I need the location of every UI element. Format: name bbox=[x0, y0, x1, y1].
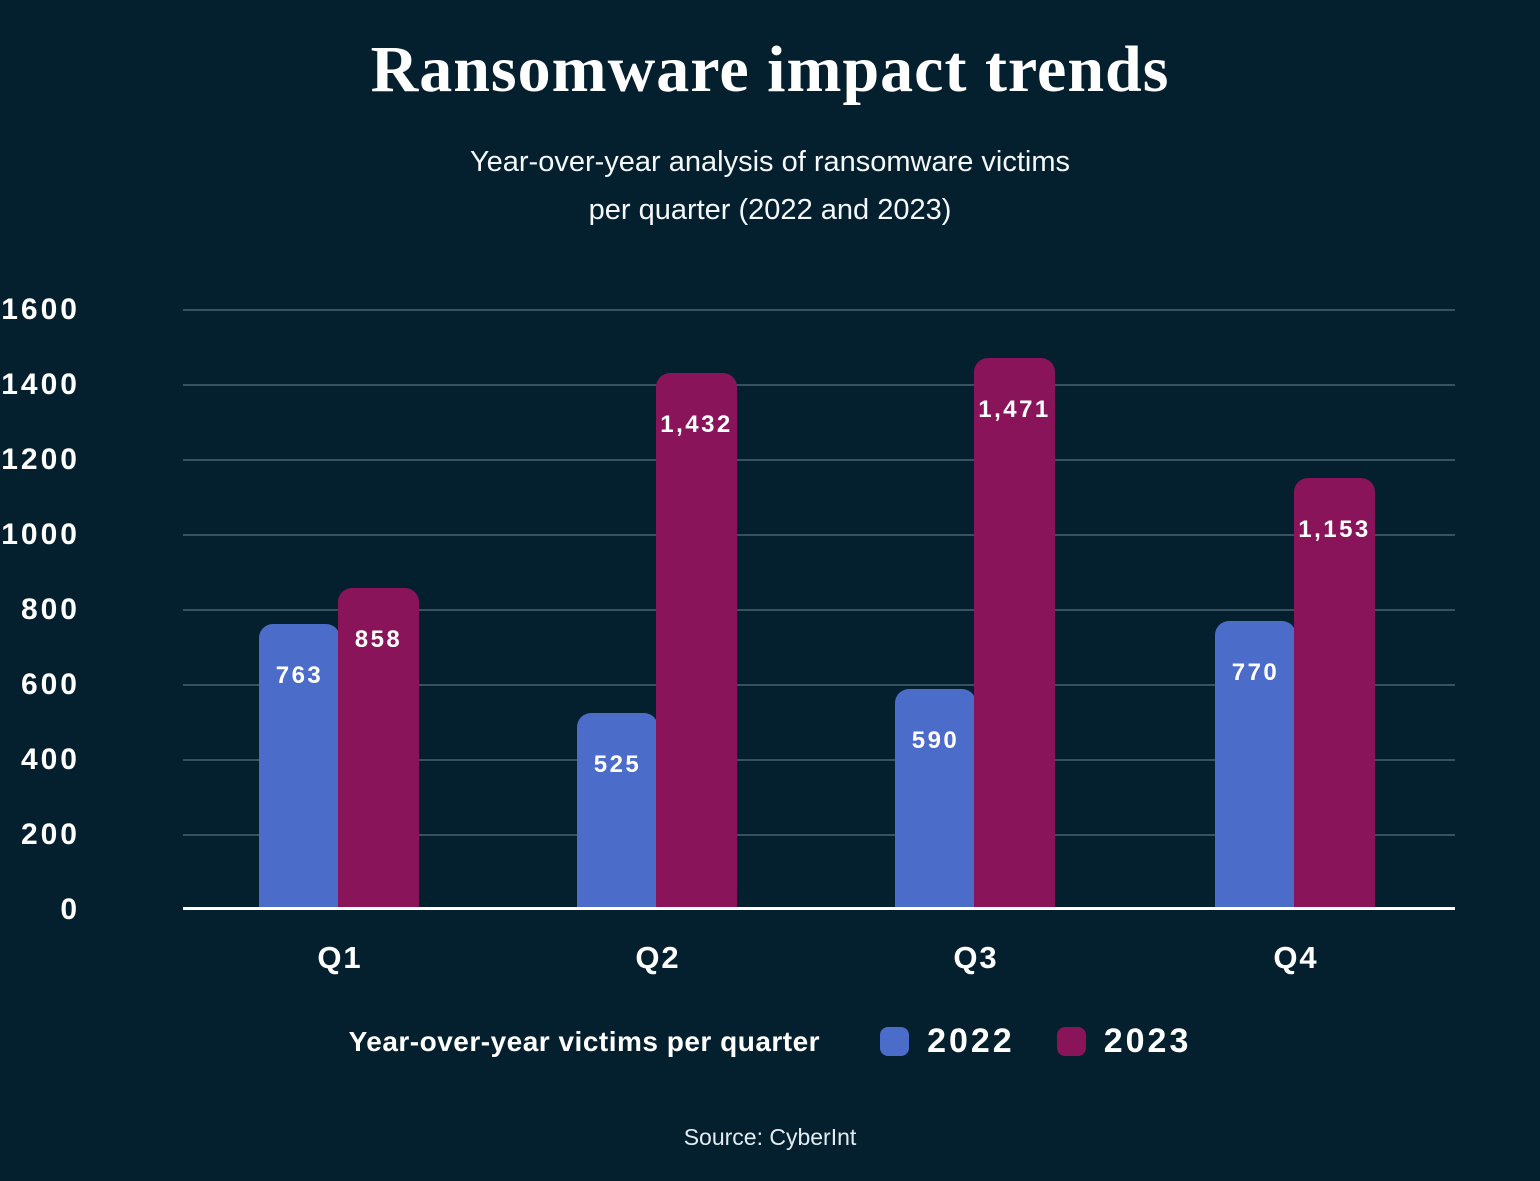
chart-subtitle-line1: Year-over-year analysis of ransomware vi… bbox=[469, 146, 1071, 178]
bar-2022-q2: 525 bbox=[577, 713, 658, 910]
legend-swatch-2022 bbox=[880, 1027, 910, 1056]
x-axis-labels: Q1 Q2 Q3 Q4 bbox=[183, 940, 1455, 990]
gridline-800 bbox=[183, 609, 1455, 611]
bar-2023-q4: 1,153 bbox=[1294, 478, 1375, 910]
y-tick-label-0: 0 bbox=[60, 893, 80, 926]
legend-swatch-2023 bbox=[1056, 1027, 1086, 1056]
x-tick-label-q3: Q3 bbox=[953, 940, 999, 975]
bar-group-q3: 590 1,471 bbox=[895, 310, 1057, 910]
bar-value-label: 525 bbox=[593, 751, 642, 778]
bar-2023-q1: 858 bbox=[338, 588, 419, 910]
source-credit: Source: CyberInt bbox=[683, 1124, 857, 1150]
x-tick-label-q1: Q1 bbox=[317, 940, 363, 975]
y-tick-label-400: 400 bbox=[20, 743, 80, 776]
legend: Year-over-year victims per quarter 2022 … bbox=[0, 1022, 1540, 1061]
legend-title: Year-over-year victims per quarter bbox=[348, 1025, 821, 1057]
chart-subtitle: Year-over-year analysis of ransomware vi… bbox=[0, 138, 1540, 234]
x-axis-line bbox=[183, 907, 1455, 910]
bar-2022-q1: 763 bbox=[259, 624, 340, 910]
bar-group-q2: 525 1,432 bbox=[577, 310, 739, 910]
bar-2022-q3: 590 bbox=[895, 689, 976, 910]
gridline-400 bbox=[183, 759, 1455, 761]
y-tick-label-1200: 1200 bbox=[1, 443, 80, 476]
bar-value-label: 1,153 bbox=[1298, 516, 1371, 543]
bar-value-label: 1,432 bbox=[660, 411, 733, 438]
bar-2022-q4: 770 bbox=[1215, 621, 1296, 910]
chart-title: Ransomware impact trends bbox=[370, 33, 1170, 106]
legend-item-2022: 2022 bbox=[880, 1022, 1015, 1061]
gridline-1000 bbox=[183, 534, 1455, 536]
bar-2023-q3: 1,471 bbox=[974, 358, 1055, 910]
bar-group-q1: 763 858 bbox=[259, 310, 421, 910]
bar-value-label: 858 bbox=[354, 626, 403, 653]
gridline-200 bbox=[183, 834, 1455, 836]
bar-2023-q2: 1,432 bbox=[656, 373, 737, 910]
bar-value-label: 770 bbox=[1231, 659, 1280, 686]
legend-item-2023: 2023 bbox=[1056, 1022, 1192, 1061]
bar-value-label: 763 bbox=[275, 662, 324, 689]
y-tick-label-800: 800 bbox=[20, 593, 80, 626]
gridline-1600 bbox=[183, 309, 1455, 311]
gridline-600 bbox=[183, 684, 1455, 686]
bar-group-q4: 770 1,153 bbox=[1215, 310, 1377, 910]
y-tick-label-1400: 1400 bbox=[1, 368, 80, 401]
bar-value-label: 1,471 bbox=[978, 396, 1051, 423]
x-tick-label-q2: Q2 bbox=[635, 940, 681, 975]
plot-area: 0 200 400 600 800 1000 1200 1400 1600 763 858 525 1,… bbox=[1, 293, 1455, 926]
legend-label-2023: 2023 bbox=[1103, 1022, 1192, 1060]
y-tick-label-200: 200 bbox=[20, 818, 80, 851]
y-tick-label-600: 600 bbox=[20, 668, 80, 701]
gridline-1200 bbox=[183, 459, 1455, 461]
bar-value-label: 590 bbox=[911, 727, 960, 754]
gridline-1400 bbox=[183, 384, 1455, 386]
chart-subtitle-line2: per quarter (2022 and 2023) bbox=[588, 194, 952, 226]
legend-label-2022: 2022 bbox=[927, 1022, 1015, 1060]
x-tick-label-q4: Q4 bbox=[1273, 940, 1319, 975]
y-tick-label-1600: 1600 bbox=[1, 293, 80, 326]
y-tick-label-1000: 1000 bbox=[1, 518, 80, 551]
